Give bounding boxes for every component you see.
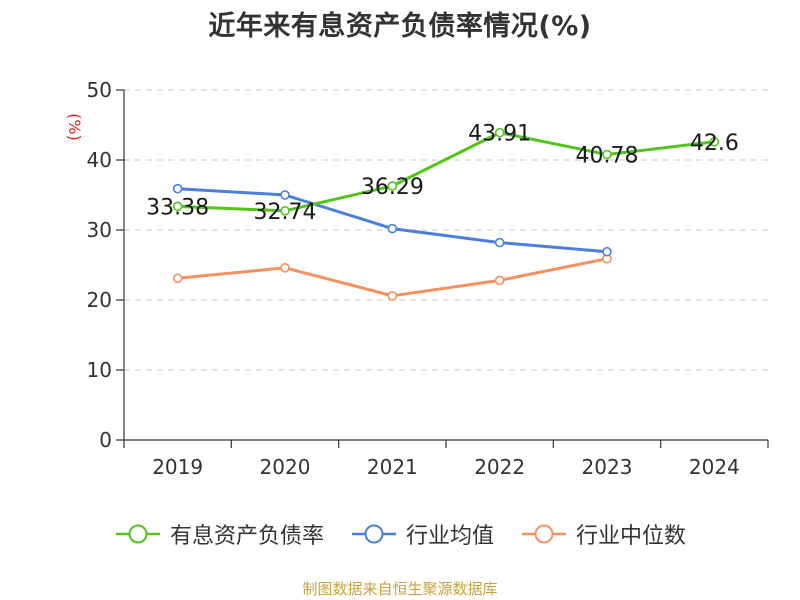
series-line bbox=[177, 131, 715, 213]
data-point bbox=[494, 237, 505, 248]
data-point bbox=[387, 181, 398, 191]
legend-label: 行业中位数 bbox=[576, 524, 687, 549]
x-tick-label: 2021 bbox=[367, 455, 418, 479]
y-tick-label: 40 bbox=[87, 148, 112, 172]
data-label: 36.29 bbox=[361, 175, 424, 200]
x-tick-label: 2024 bbox=[689, 455, 740, 479]
y-tick-label: 20 bbox=[87, 288, 112, 312]
line-chart: 0 10 20 30 40 50(%) 2019 2020 2021 2022 2023 2024 33… bbox=[65, 78, 769, 479]
legend-item-industry-mean[interactable]: 行业均值 bbox=[350, 518, 494, 550]
legend-item-interest-bearing-debt-ratio[interactable]: 有息资产负债率 bbox=[114, 518, 324, 550]
data-point bbox=[280, 190, 290, 200]
data-label: 42.6 bbox=[690, 131, 739, 156]
data-point bbox=[494, 127, 505, 138]
x-tick-label: 2022 bbox=[474, 455, 525, 479]
y-tick-label: 10 bbox=[87, 358, 112, 382]
legend-marker-icon bbox=[351, 524, 396, 544]
data-point bbox=[172, 201, 183, 212]
data-point bbox=[602, 149, 612, 160]
data-point bbox=[602, 246, 612, 257]
y-tick-label: 50 bbox=[87, 78, 112, 102]
legend-marker-icon bbox=[522, 524, 566, 544]
x-tick-label: 2019 bbox=[152, 455, 203, 479]
legend-marker-icon bbox=[115, 524, 160, 544]
series-line bbox=[177, 257, 608, 298]
x-tick-label: 2023 bbox=[582, 455, 633, 479]
legend-item-industry-median[interactable]: 行业中位数 bbox=[520, 518, 686, 550]
legend-label: 行业均值 bbox=[405, 524, 494, 549]
y-tick-label: 30 bbox=[87, 218, 112, 242]
y-tick-label: 0 bbox=[99, 428, 112, 452]
data-point bbox=[387, 290, 398, 301]
data-label: 40.78 bbox=[576, 144, 639, 169]
legend-label: 有息资产负债率 bbox=[169, 524, 324, 549]
chart-title: 近年来有息资产负债率情况(%) bbox=[208, 11, 592, 42]
data-point bbox=[280, 262, 290, 273]
data-point bbox=[172, 273, 183, 284]
data-label: 33.38 bbox=[146, 195, 209, 220]
data-point bbox=[172, 183, 183, 194]
data-point bbox=[494, 275, 505, 286]
data-point bbox=[280, 206, 290, 216]
data-label: 32.74 bbox=[254, 200, 317, 225]
data-point bbox=[709, 137, 720, 147]
y-axis-label: (%) bbox=[65, 113, 84, 141]
x-tick-label: 2020 bbox=[260, 455, 311, 479]
chart-legend: 有息资产负债率 行业均值 行业中位数 bbox=[0, 518, 800, 550]
data-point bbox=[387, 223, 398, 234]
data-label: 43.91 bbox=[468, 122, 531, 147]
source-note: 制图数据来自恒生聚源数据库 bbox=[302, 580, 498, 598]
